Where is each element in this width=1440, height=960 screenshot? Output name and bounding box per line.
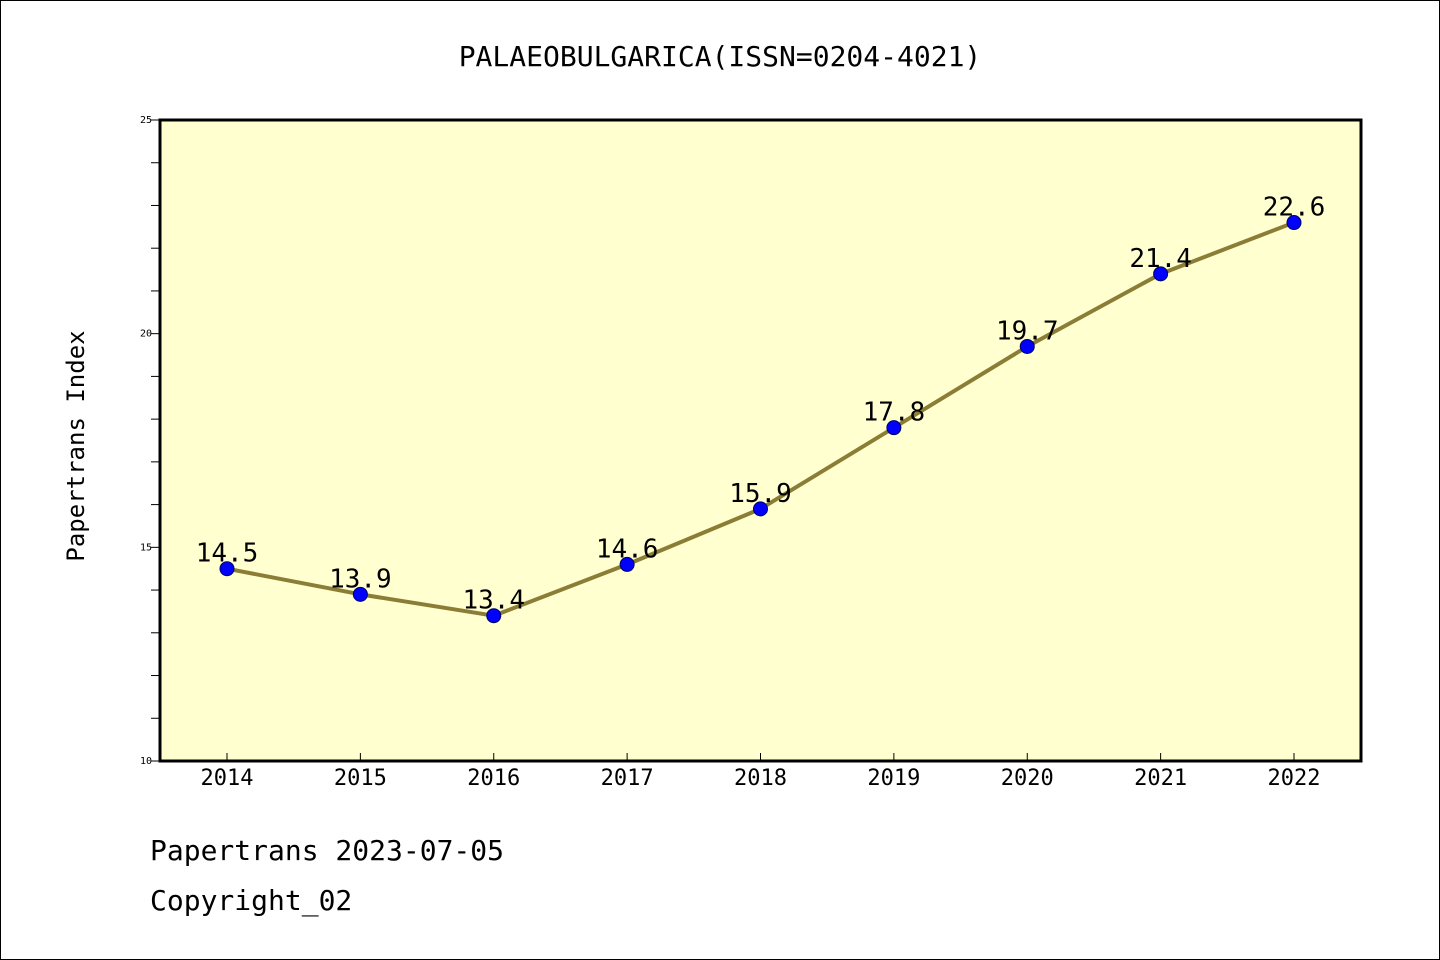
x-tick-label: 2021 [1134,766,1187,791]
y-tick-label: 25 [140,115,152,126]
data-labels: 14.5 13.9 13.4 14.6 15.9 17.8 19.7 21.4 22.6 [196,193,1326,616]
data-point [1286,215,1302,231]
data-label: 15.9 [729,479,792,509]
x-tick-label: 2016 [467,766,520,791]
x-axis: 2014 2015 2016 2017 2018 2019 2020 2021 2022 [201,753,1321,791]
data-point [1153,266,1169,282]
footer-date: Papertrans 2023-07-05 [150,834,505,867]
data-point [352,586,368,602]
y-axis: 10 15 20 25 [140,115,160,767]
plot-area [158,118,1363,763]
x-tick-label: 2020 [1001,766,1054,791]
data-point [486,608,502,624]
data-label: 21.4 [1129,244,1192,274]
data-point [886,420,902,436]
data-markers [219,215,1302,624]
y-tick-label: 10 [140,756,152,767]
data-point [753,501,768,517]
x-tick-label: 2022 [1268,766,1321,791]
x-tick-label: 2017 [601,766,654,791]
x-tick-label: 2015 [334,766,387,791]
data-label: 13.9 [329,564,392,594]
data-label: 14.5 [196,539,259,569]
footer-copyright: Copyright_02 [150,884,353,917]
x-tick-label: 2019 [867,766,920,791]
y-axis-label: Papertrans Index [62,330,90,561]
data-label: 17.8 [863,398,926,428]
x-tick-label: 2014 [201,766,254,791]
data-point [219,561,235,577]
data-point [1019,338,1035,354]
y-tick-label: 15 [140,542,152,553]
x-tick-label: 2018 [734,766,787,791]
data-label: 19.7 [996,316,1059,346]
data-label: 13.4 [462,586,525,616]
y-tick-label: 20 [140,329,152,340]
data-label: 22.6 [1263,193,1326,223]
data-label: 14.6 [596,534,659,564]
data-point [619,556,635,572]
chart-title: PALAEOBULGARICA(ISSN=0204-4021) [459,40,982,73]
